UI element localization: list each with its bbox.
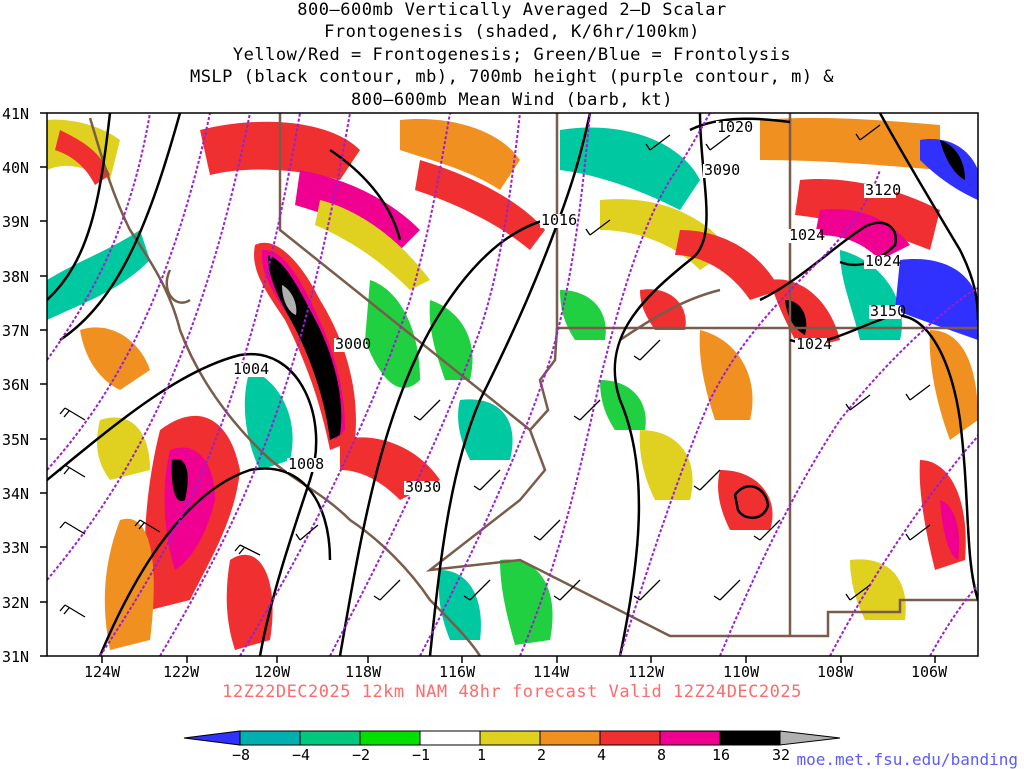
longitude-axis: 124W 122W 120W 118W 116W 114W 112W 110W …	[84, 656, 948, 681]
title-line-5: 800–600mb Mean Wind (barb, kt)	[350, 90, 674, 110]
mslp-label: 1008	[288, 455, 324, 473]
colorbar-swatch	[419, 730, 481, 746]
lat-label: 41N	[2, 105, 29, 123]
lat-label: 36N	[2, 376, 29, 394]
mslp-contours	[47, 113, 978, 656]
lon-label: 124W	[84, 663, 121, 681]
title-line-1: 800–600mb Vertically Averaged 2–D Scalar	[297, 0, 727, 20]
frontogenesis-shading	[47, 113, 978, 656]
lat-label: 39N	[2, 213, 29, 231]
forecast-valid-line: 12Z22DEC2025 12km NAM 48hr forecast Vali…	[222, 682, 802, 702]
colorbar-label: 4	[597, 746, 606, 764]
lat-label: 40N	[2, 159, 29, 177]
colorbar-swatch	[359, 730, 421, 746]
colorbar-swatch	[183, 730, 241, 746]
height-label: 3150	[870, 302, 906, 320]
lon-label: 112W	[628, 663, 665, 681]
height-label: 3000	[335, 335, 371, 353]
colorbar-swatch	[299, 730, 361, 746]
colorbar-swatch	[719, 730, 781, 746]
colorbar-label: 32	[772, 746, 790, 764]
colorbar-swatch	[539, 730, 601, 746]
colorbar-label: 1	[477, 746, 486, 764]
height-contours	[47, 113, 978, 656]
mslp-label: 1024	[865, 252, 901, 270]
colorbar-label: −8	[232, 746, 250, 764]
lat-label: 34N	[2, 485, 29, 503]
height-label: 3120	[865, 181, 901, 199]
mslp-label: 1020	[717, 118, 753, 136]
wind-barbs	[59, 124, 931, 618]
colorbar-swatch	[779, 730, 841, 746]
lat-label: 37N	[2, 322, 29, 340]
colorbar-label: 16	[712, 746, 730, 764]
colorbar-label: −4	[292, 746, 310, 764]
mslp-label: 1016	[541, 211, 577, 229]
mslp-label: 1024	[789, 226, 825, 244]
colorbar-label: −1	[412, 746, 430, 764]
lon-label: 118W	[345, 663, 382, 681]
lat-label: 31N	[2, 648, 29, 666]
lat-label: 38N	[2, 268, 29, 286]
lat-label: 35N	[2, 431, 29, 449]
lon-label: 122W	[163, 663, 200, 681]
title-line-4: MSLP (black contour, mb), 700mb height (…	[189, 67, 835, 87]
contour-labels: 1020 1016 1024 1024 1024 1004 1008 3090 …	[232, 118, 906, 496]
mslp-label: 1024	[796, 335, 832, 353]
height-label: 3090	[704, 161, 740, 179]
lon-label: 108W	[817, 663, 854, 681]
colorbar: −8 −4 −2 −1 1 2 4 8 16 32	[183, 730, 841, 764]
lon-label: 106W	[911, 663, 948, 681]
lon-label: 110W	[723, 663, 760, 681]
lon-label: 120W	[254, 663, 291, 681]
mslp-label: 1004	[233, 360, 269, 378]
political-borders	[88, 113, 978, 656]
colorbar-swatch	[479, 730, 541, 746]
colorbar-swatch	[239, 730, 301, 746]
lon-label: 114W	[533, 663, 570, 681]
lon-label: 116W	[439, 663, 476, 681]
colorbar-label: 2	[537, 746, 546, 764]
colorbar-swatch	[599, 730, 661, 746]
height-label: 3030	[405, 478, 441, 496]
colorbar-label: 8	[657, 746, 666, 764]
latitude-axis: 41N 40N 39N 38N 37N 36N 35N 34N 33N 32N …	[2, 105, 47, 666]
colorbar-swatch	[659, 730, 721, 746]
lat-label: 33N	[2, 539, 29, 557]
title-line-3: Yellow/Red = Frontogenesis; Green/Blue =…	[232, 45, 792, 65]
title-line-2: Frontogenesis (shaded, K/6hr/100km)	[324, 22, 700, 42]
source-credit-link[interactable]: moe.met.fsu.edu/banding	[796, 750, 1018, 769]
colorbar-label: −2	[352, 746, 370, 764]
lat-label: 32N	[2, 594, 29, 612]
